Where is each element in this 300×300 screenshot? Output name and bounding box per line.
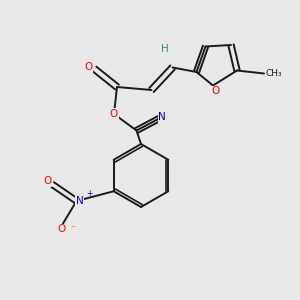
Text: O: O <box>43 176 51 187</box>
Text: O: O <box>212 86 220 97</box>
Text: O: O <box>84 62 93 73</box>
Text: O: O <box>110 109 118 119</box>
Text: N: N <box>158 112 166 122</box>
Text: O: O <box>57 224 66 235</box>
Text: +: + <box>86 189 92 198</box>
Text: ⁻: ⁻ <box>70 224 75 233</box>
Text: H: H <box>161 44 169 55</box>
Text: N: N <box>76 196 83 206</box>
Text: CH₃: CH₃ <box>266 69 282 78</box>
